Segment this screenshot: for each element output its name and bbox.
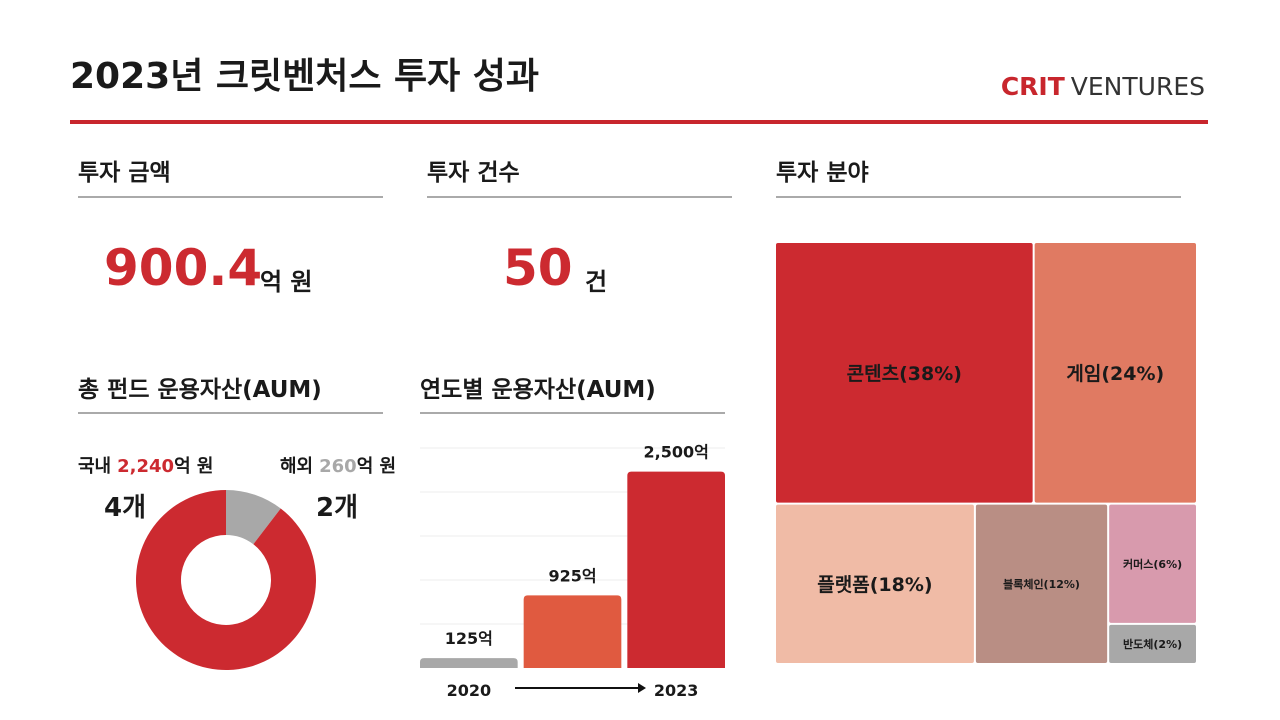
- legend-name: 국내: [78, 456, 111, 477]
- slide-title: 2023년 크릿벤처스 투자 성과: [70, 56, 539, 97]
- legend-entry: 해외 260억 원: [280, 456, 396, 477]
- treemap-cell: [1034, 243, 1196, 503]
- treemap-cell: [1109, 504, 1196, 623]
- treemap-cell: [975, 504, 1108, 663]
- kpi-value: 50: [503, 239, 573, 297]
- cell-label: 반도체(2%): [1123, 637, 1182, 651]
- section-title: 투자 분야: [776, 160, 869, 186]
- treemap-cell: [776, 504, 974, 663]
- cell-label: 커머스(6%): [1123, 557, 1182, 571]
- donut-segment: [226, 490, 281, 545]
- arrow-head: [638, 683, 646, 693]
- section-rule: [78, 196, 383, 198]
- value-label: 925억: [548, 566, 596, 585]
- kpi-unit: 억 원: [260, 268, 313, 296]
- kpi-unit: 건: [585, 268, 607, 296]
- bar: [420, 658, 518, 668]
- section-rule: [78, 412, 383, 414]
- logo: CRIT VENTURES: [1001, 72, 1205, 101]
- legend-value: 2,240: [117, 456, 174, 477]
- x-tick-label: 2023: [654, 681, 699, 700]
- treemap-cell: [1109, 624, 1196, 663]
- x-tick-label: 2020: [447, 681, 492, 700]
- chart-title: 총 펀드 운용자산(AUM): [78, 377, 322, 403]
- legend-value: 260: [319, 456, 357, 477]
- treemap-cell: [776, 243, 1033, 503]
- section-title: 투자 금액: [78, 160, 171, 186]
- section-rule: [427, 196, 732, 198]
- kpi-value: 900.4: [104, 239, 262, 297]
- value-label: 2,500억: [643, 443, 708, 462]
- cell-label: 플랫폼(18%): [817, 574, 932, 596]
- cell-label: 게임(24%): [1066, 363, 1164, 385]
- bar: [627, 471, 725, 668]
- title-rule: [70, 120, 1208, 124]
- legend-unit: 억 원: [357, 456, 396, 477]
- legend-name: 해외: [280, 456, 313, 477]
- legend-unit: 억 원: [174, 456, 213, 477]
- section-rule: [420, 412, 725, 414]
- chart-title: 연도별 운용자산(AUM): [420, 377, 656, 403]
- fund-count: 2개: [316, 493, 358, 523]
- section-rule: [776, 196, 1181, 198]
- cell-label: 콘텐츠(38%): [847, 363, 962, 385]
- cell-label: 블록체인(12%): [1003, 577, 1080, 591]
- bar: [523, 595, 622, 668]
- logo-light: VENTURES: [1071, 72, 1205, 101]
- section-title: 투자 건수: [427, 160, 520, 186]
- donut-segment: [136, 490, 317, 670]
- fund-count: 4개: [104, 493, 146, 523]
- legend-entry: 국내 2,240억 원: [78, 456, 213, 477]
- value-label: 125억: [445, 629, 493, 648]
- logo-bold: CRIT: [1001, 72, 1065, 101]
